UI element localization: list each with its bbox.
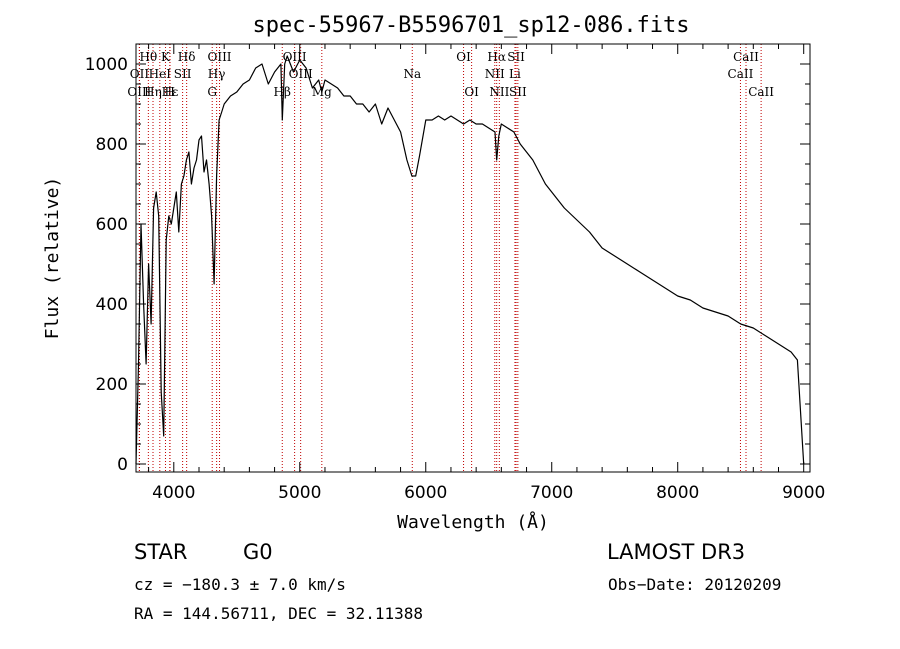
line-label-13: Hβ: [274, 85, 291, 99]
y-tick-label-5: 1000: [85, 55, 128, 75]
line-label-9: H: [165, 85, 175, 99]
plot-frame: [135, 43, 811, 473]
chart-title: spec-55967-B5596701_sp12-086.fits: [252, 13, 689, 38]
line-label-17: Na: [403, 67, 421, 81]
x-tick-label-3: 7000: [530, 483, 573, 503]
line-label-27: CaII: [728, 67, 754, 81]
object-class: STAR: [134, 540, 188, 564]
line-label-23: SII: [507, 50, 525, 64]
line-label-4: HeI: [149, 67, 172, 81]
line-label-2: OIII: [127, 85, 151, 99]
y-tick-label-4: 800: [96, 135, 128, 155]
line-label-22: NII: [489, 85, 509, 99]
obs-date: Obs−Date: 20120209: [608, 575, 782, 594]
line-label-11: Hγ: [208, 67, 226, 81]
y-tick-label-2: 400: [96, 295, 128, 315]
ra-dec: RA = 144.56711, DEC = 32.11388: [134, 604, 423, 623]
y-axis-label: Flux (relative): [42, 177, 63, 340]
line-label-18: OI: [456, 50, 471, 64]
line-label-28: CaII: [748, 85, 774, 99]
line-label-5: Hη: [144, 85, 162, 99]
object-subclass: G0: [243, 540, 273, 564]
line-label-7: Hδ: [178, 50, 196, 64]
line-label-24: Li: [509, 67, 521, 81]
line-label-19: OI: [464, 85, 479, 99]
y-tick-label-1: 200: [96, 375, 128, 395]
line-label-10: OIII: [207, 50, 231, 64]
line-label-21: NII: [485, 67, 505, 81]
line-label-3: K: [161, 50, 171, 64]
line-label-25: SII: [509, 85, 527, 99]
x-tick-label-0: 4000: [152, 483, 195, 503]
y-tick-label-3: 600: [96, 215, 128, 235]
line-label-12: G: [207, 85, 217, 99]
line-label-26: CaII: [733, 50, 759, 64]
line-label-14: OIII: [283, 50, 307, 64]
axis-ticks: 4000 5000 6000 7000 8000 9000 0 200 400 600 800 100…: [85, 44, 825, 503]
line-label-20: Hα: [487, 50, 506, 64]
x-tick-label-1: 5000: [278, 483, 321, 503]
spectrum-series: [135, 55, 805, 465]
x-tick-label-4: 8000: [656, 483, 699, 503]
x-tick-label-5: 9000: [782, 483, 825, 503]
line-label-0: Hθ: [139, 50, 157, 64]
x-tick-label-2: 6000: [404, 483, 447, 503]
x-axis-label: Wavelength (Å): [397, 511, 549, 533]
line-label-8: SII: [174, 67, 192, 81]
redshift-cz: cz = −180.3 ± 7.0 km/s: [134, 575, 346, 594]
survey-name: LAMOST DR3: [607, 540, 746, 564]
spectrum-layer: [135, 55, 805, 465]
y-tick-label-0: 0: [117, 455, 128, 475]
